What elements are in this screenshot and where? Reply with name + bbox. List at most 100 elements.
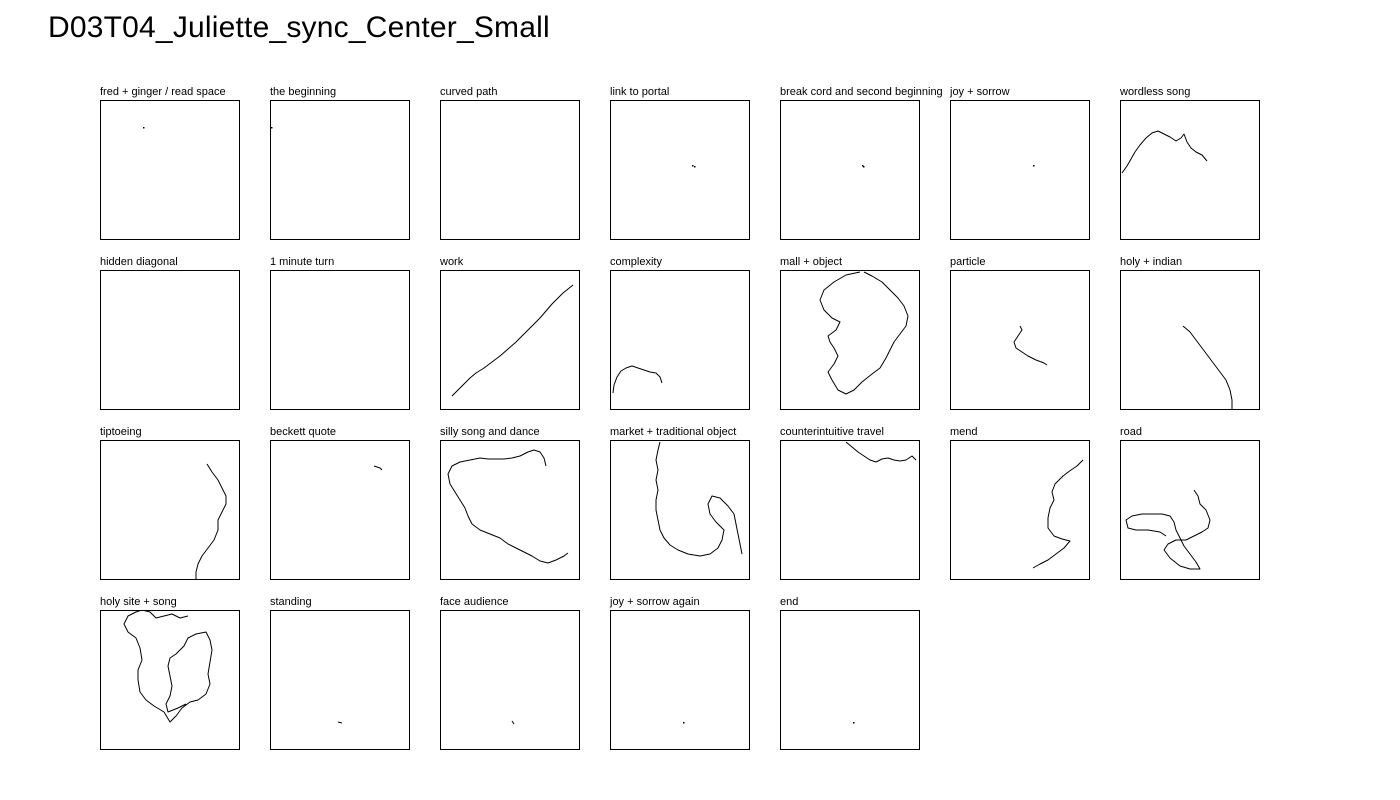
panel-label-the-beginning: the beginning (270, 86, 337, 98)
trajectory-path (373, 465, 383, 471)
trajectory-plot (337, 721, 343, 724)
trajectory-path (195, 463, 227, 579)
trajectory-plot (511, 720, 515, 725)
panel-end (780, 610, 920, 750)
panel-label-particle: particle (950, 256, 986, 268)
trajectory-path (845, 441, 917, 463)
trajectory-dot (692, 165, 694, 167)
trajectory-dot (853, 722, 855, 724)
panel-label-road: road (1120, 426, 1143, 438)
panel-break-cord-and-second-beginning (780, 100, 920, 240)
trajectory-dot (143, 127, 145, 129)
panel-silly-song-and-dance (440, 440, 580, 580)
trajectory-plot (845, 441, 917, 463)
trajectory-plot (692, 165, 696, 168)
trajectory-path (451, 284, 574, 397)
panel-label-end: end (780, 596, 799, 608)
trajectory-dot (271, 127, 273, 129)
panel-curved-path (440, 100, 580, 240)
panel-beckett-quote (270, 440, 410, 580)
trajectory-plot (373, 465, 383, 471)
trajectory-plot (143, 127, 145, 129)
panel-label-1-minute-turn: 1 minute turn (270, 256, 335, 268)
trajectory-path (337, 721, 343, 724)
trajectory-dot (863, 166, 865, 168)
panel-label-work: work (440, 256, 464, 268)
trajectory-path (655, 441, 743, 557)
trajectory-dot (862, 165, 864, 167)
panel-fred-ginger-read-space (100, 100, 240, 240)
panel-label-fred-ginger-read-space: fred + ginger / read space (100, 86, 226, 98)
trajectory-plot (1125, 489, 1211, 570)
trajectory-plot (195, 463, 227, 579)
panel-complexity (610, 270, 750, 410)
panel-label-holy-site-song: holy site + song (100, 596, 177, 608)
trajectory-path (612, 365, 663, 394)
trajectory-dot (1033, 165, 1035, 167)
panel-the-beginning (270, 100, 410, 240)
panel-road (1120, 440, 1260, 580)
panel-joy-sorrow-again (610, 610, 750, 750)
panel-label-complexity: complexity (610, 256, 662, 268)
panel-label-hidden-diagonal: hidden diagonal (100, 256, 178, 268)
trajectory-plot (862, 165, 865, 168)
panel-label-counterintuitive-travel: counterintuitive travel (780, 426, 884, 438)
panel-link-to-portal (610, 100, 750, 240)
trajectory-plot (271, 271, 409, 409)
trajectory-plot (683, 722, 685, 724)
panel-joy-sorrow (950, 100, 1090, 240)
trajectory-plot (1121, 130, 1208, 174)
panel-holy-indian (1120, 270, 1260, 410)
trajectory-plot (123, 611, 213, 723)
panel-holy-site-song (100, 610, 240, 750)
trajectory-path (123, 611, 213, 723)
panel-standing (270, 610, 410, 750)
panel-label-face-audience: face audience (440, 596, 509, 608)
panel-label-mall-object: mall + object (780, 256, 843, 268)
trajectory-plot (655, 441, 743, 557)
page-title: D03T04_Juliette_sync_Center_Small (48, 11, 550, 44)
panel-label-silly-song-and-dance: silly song and dance (440, 426, 540, 438)
panel-work (440, 270, 580, 410)
trajectory-dot (683, 722, 685, 724)
panel-label-market-traditional-object: market + traditional object (610, 426, 737, 438)
panel-label-curved-path: curved path (440, 86, 498, 98)
panel-market-traditional-object (610, 440, 750, 580)
panel-hidden-diagonal (100, 270, 240, 410)
panel-tiptoeing (100, 440, 240, 580)
panel-mend (950, 440, 1090, 580)
panel-label-joy-sorrow-again: joy + sorrow again (610, 596, 700, 608)
trajectory-path (1013, 325, 1048, 366)
trajectory-plot (853, 722, 855, 724)
trajectory-plot (101, 271, 239, 409)
trajectory-plot (447, 449, 569, 564)
panel-label-standing: standing (270, 596, 312, 608)
trajectory-plot (612, 365, 663, 394)
panel-label-mend: mend (950, 426, 978, 438)
panel-mall-object (780, 270, 920, 410)
trajectory-path (1121, 130, 1208, 174)
panel-1-minute-turn (270, 270, 410, 410)
panel-label-link-to-portal: link to portal (610, 86, 670, 98)
panel-label-break-cord-and-second-beginning: break cord and second beginning (780, 86, 943, 98)
panel-face-audience (440, 610, 580, 750)
trajectory-plot (819, 271, 909, 395)
panel-counterintuitive-travel (780, 440, 920, 580)
trajectory-path (1125, 489, 1211, 570)
trajectory-plot (1182, 325, 1233, 409)
trajectory-plot (1032, 459, 1084, 569)
panel-label-joy-sorrow: joy + sorrow (950, 86, 1010, 98)
trajectory-plot (1033, 165, 1035, 167)
panel-label-holy-indian: holy + indian (1120, 256, 1183, 268)
trajectory-path (1032, 459, 1084, 569)
panel-label-beckett-quote: beckett quote (270, 426, 337, 438)
trajectory-plot (451, 284, 574, 397)
panel-label-tiptoeing: tiptoeing (100, 426, 142, 438)
trajectory-plot (271, 127, 273, 129)
trajectory-dot (694, 166, 696, 168)
trajectory-path (1182, 325, 1233, 409)
trajectory-plot (441, 101, 579, 239)
panel-particle (950, 270, 1090, 410)
trajectory-plot (1013, 325, 1048, 366)
panel-label-wordless-song: wordless song (1120, 86, 1191, 98)
